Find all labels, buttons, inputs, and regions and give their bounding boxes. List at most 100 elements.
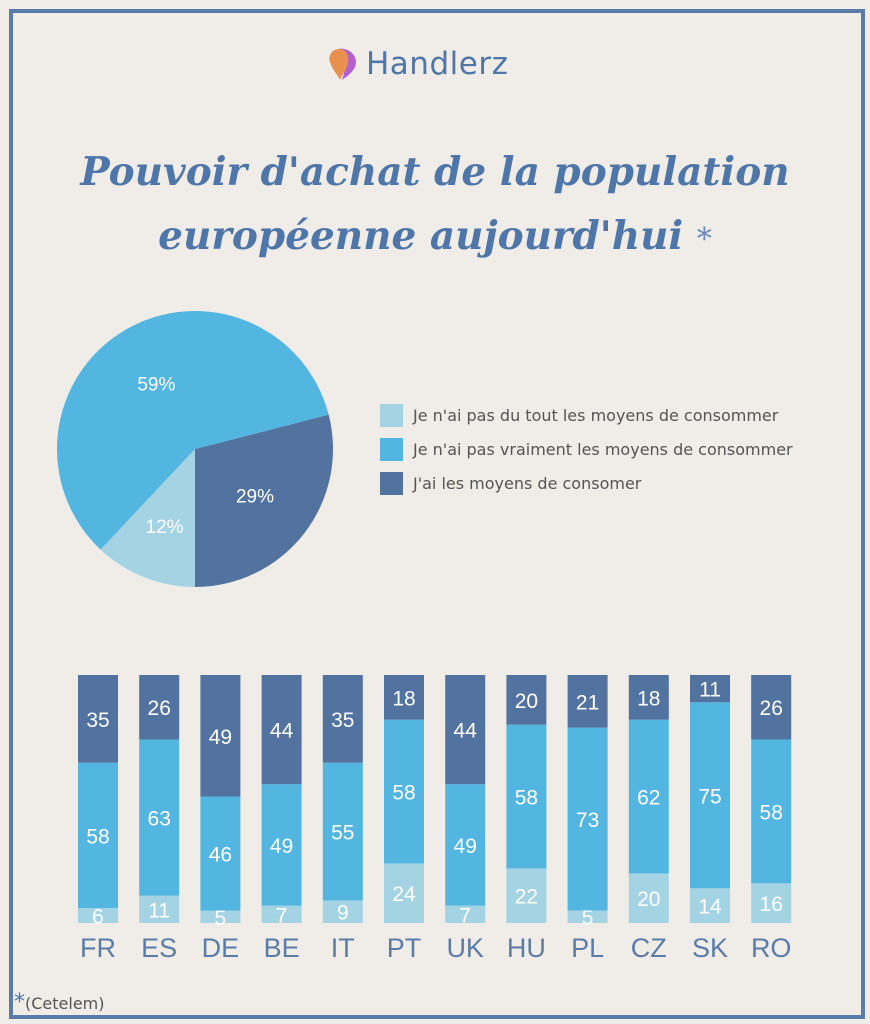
bar-segment — [628, 719, 669, 874]
bar-category-label: SK — [692, 933, 728, 963]
bar-segment — [200, 675, 241, 797]
bar-category-label: PT — [387, 933, 422, 963]
legend-label: J'ai les moyens de consomer — [413, 473, 642, 493]
legend-item: J'ai les moyens de consomer — [380, 466, 793, 500]
bar-segment — [567, 675, 608, 728]
bar-value-label: 63 — [148, 808, 171, 831]
bar-category-label: UK — [446, 933, 484, 963]
bar-value-label: 46 — [209, 844, 232, 867]
pie-label: 12% — [146, 517, 184, 538]
bar-segment — [690, 702, 730, 889]
bar-value-label: 11 — [148, 899, 170, 922]
bar-segment — [322, 762, 363, 901]
bar-segment — [322, 900, 363, 923]
bar-segment — [261, 905, 302, 923]
bar-segment — [445, 675, 486, 785]
bar-segment — [567, 910, 608, 923]
source-marker: * — [14, 990, 25, 1015]
bar-value-label: 62 — [637, 787, 660, 810]
pie-slice — [57, 311, 329, 550]
bar-segment — [506, 675, 547, 725]
bar-value-label: 26 — [760, 697, 783, 720]
bar-segment — [751, 739, 792, 884]
title-line-2: européenne aujourd'hui — [158, 213, 684, 259]
legend-item: Je n'ai pas vraiment les moyens de conso… — [380, 432, 793, 466]
pie-label: 59% — [137, 375, 175, 396]
bar-value-label: 18 — [637, 687, 660, 710]
page-title: Pouvoir d'achat de la population europée… — [0, 140, 870, 272]
bar-value-label: 5 — [215, 907, 227, 930]
legend-swatch — [380, 403, 403, 427]
bar-segment — [139, 895, 180, 923]
legend-label: Je n'ai pas du tout les moyens de consom… — [413, 405, 779, 425]
bar-value-label: 7 — [459, 904, 471, 927]
bar-segment — [139, 675, 180, 740]
bar-value-label: 16 — [760, 893, 783, 916]
bar-segment — [261, 784, 302, 906]
bar-segment — [322, 675, 363, 763]
brand-name: Handlerz — [366, 46, 509, 82]
bar-value-label: 35 — [331, 709, 354, 732]
bar-segment — [78, 675, 118, 763]
bar-segment — [628, 675, 669, 720]
heart-drop-icon — [329, 48, 356, 80]
bar-value-label: 49 — [209, 726, 232, 749]
bar-value-label: 49 — [454, 835, 477, 858]
source-note: *(Cetelem) — [14, 990, 105, 1015]
bar-value-label: 58 — [86, 825, 109, 848]
bar-value-label: 21 — [576, 691, 599, 714]
bar-value-label: 9 — [337, 902, 349, 925]
bar-category-label: HU — [507, 933, 546, 963]
bar-segment — [690, 888, 730, 923]
bar-segment — [628, 873, 669, 923]
bar-value-label: 75 — [698, 785, 721, 808]
bar-segment — [78, 907, 118, 923]
title-line-1: Pouvoir d'achat de la population — [80, 149, 790, 195]
bar-value-label: 14 — [698, 896, 722, 919]
bar-value-label: 20 — [515, 690, 538, 713]
bar-value-label: 18 — [392, 687, 415, 710]
legend-swatch — [380, 437, 403, 461]
bar-segment — [200, 796, 241, 911]
bar-value-label: 20 — [637, 888, 660, 911]
bar-segment — [445, 905, 486, 923]
bar-value-label: 24 — [392, 883, 416, 906]
bar-value-label: 5 — [582, 907, 594, 930]
bar-category-label: FR — [80, 933, 116, 963]
bar-category-label: ES — [141, 933, 177, 963]
frame-border — [9, 9, 865, 1019]
bar-segment — [384, 675, 424, 720]
legend-swatch — [380, 471, 403, 495]
bar-segment — [690, 675, 730, 703]
bar-value-label: 58 — [392, 782, 415, 805]
bar-category-label: DE — [202, 933, 240, 963]
legend-item: Je n'ai pas du tout les moyens de consom… — [380, 398, 793, 432]
bar-value-label: 35 — [86, 709, 109, 732]
bar-value-label: 7 — [276, 904, 288, 927]
bar-category-label: RO — [751, 933, 792, 963]
bar-category-label: IT — [331, 933, 355, 963]
bar-segment — [751, 883, 792, 923]
pie-slice — [195, 414, 334, 587]
source-text: (Cetelem) — [25, 994, 105, 1013]
bar-segment — [200, 910, 241, 923]
bar-value-label: 55 — [331, 822, 354, 845]
bar-value-label: 6 — [92, 905, 104, 928]
bar-segment — [139, 739, 180, 896]
pie-label: 29% — [236, 487, 274, 508]
bar-segment — [384, 863, 424, 923]
legend-label: Je n'ai pas vraiment les moyens de conso… — [413, 439, 793, 459]
bar-value-label: 58 — [760, 801, 783, 824]
bar-category-label: CZ — [631, 933, 667, 963]
pie-slice — [100, 449, 195, 587]
bar-segment — [445, 784, 486, 906]
bar-segment — [567, 727, 608, 911]
bar-value-label: 22 — [515, 886, 538, 909]
bar-value-label: 58 — [515, 787, 538, 810]
bar-segment — [384, 719, 424, 864]
title-marker: * — [696, 222, 712, 257]
bar-segment — [506, 724, 547, 869]
bar-value-label: 11 — [699, 679, 721, 702]
bar-value-label: 44 — [270, 720, 294, 743]
